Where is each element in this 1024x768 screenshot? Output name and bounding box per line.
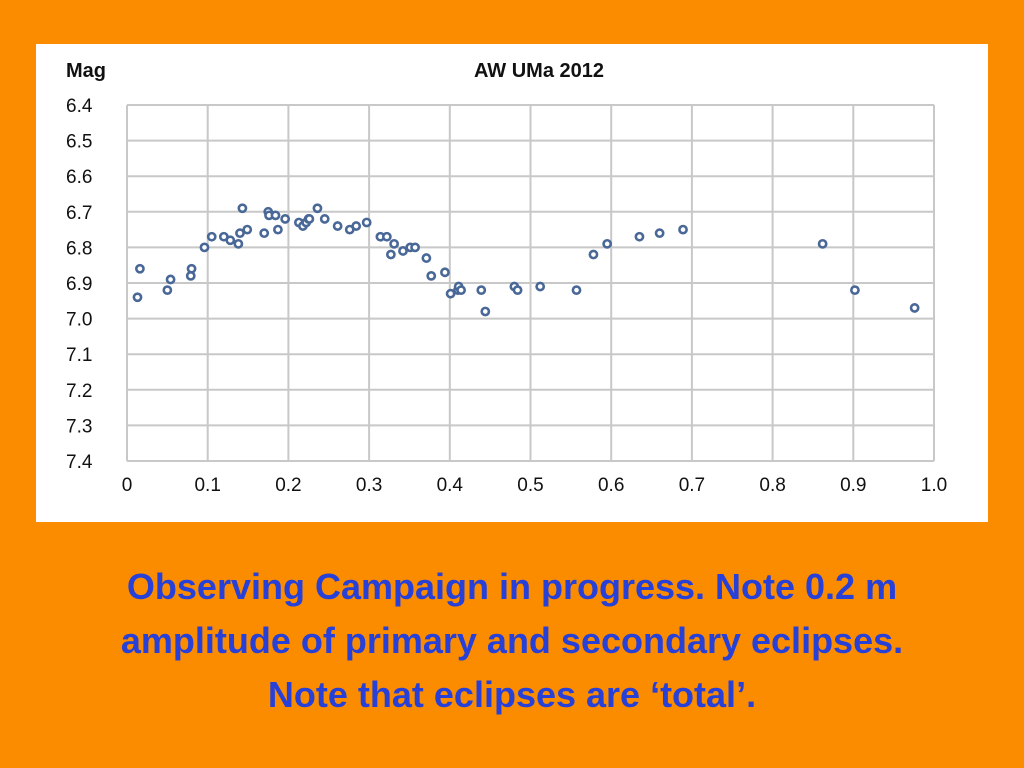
data-point: [850, 285, 860, 296]
y-tick-label: 7.0: [66, 310, 92, 331]
x-tick-label: 1.0: [921, 475, 947, 496]
data-point: [909, 303, 920, 313]
data-point: [233, 238, 244, 249]
caption-line-2: amplitude of primary and secondary eclip…: [120, 620, 904, 661]
data-point: [480, 306, 491, 317]
data-point: [304, 214, 315, 224]
scatter-chart: 6.4 6.5 6.6 6.7 6.8 6.9 7.0 7.1 7.2 7.3 7.4 0 0.1 0.…: [66, 60, 948, 496]
data-point: [389, 238, 400, 249]
data-point: [385, 249, 396, 260]
data-point: [512, 285, 523, 296]
data-point: [634, 231, 645, 242]
chart-panel: 6.4 6.5 6.6 6.7 6.8 6.9 7.0 7.1 7.2 7.3 7.4 0 0.1 0.…: [36, 44, 988, 522]
data-point: [206, 231, 217, 242]
data-point: [351, 221, 362, 231]
data-point: [270, 210, 281, 221]
data-point: [421, 253, 432, 263]
data-point: [319, 214, 330, 224]
caption-line-3: Note that eclipses are ‘total’.: [267, 674, 757, 715]
data-point: [817, 238, 828, 249]
y-tick-label: 7.2: [66, 381, 92, 402]
caption-line-1: Observing Campaign in progress. Note 0.2…: [126, 566, 898, 607]
data-point: [456, 285, 466, 296]
data-point: [273, 224, 283, 235]
y-tick-label: 6.5: [66, 132, 92, 153]
data-point: [588, 249, 599, 260]
data-point: [235, 228, 245, 239]
x-tick-label: 0.6: [598, 475, 624, 496]
x-tick-label: 0.3: [356, 475, 382, 496]
data-point: [398, 246, 408, 256]
x-tick-label: 0.8: [759, 475, 785, 496]
y-tick-label: 6.9: [66, 274, 92, 295]
data-point: [237, 203, 248, 214]
chart-title: AW UMa 2012: [474, 60, 604, 82]
caption-text: Observing Campaign in progress. Note 0.2…: [20, 560, 1004, 722]
data-point: [602, 238, 613, 249]
data-point: [678, 224, 688, 235]
grid: [126, 104, 935, 462]
data-point: [135, 263, 145, 274]
y-tick-label: 7.4: [66, 452, 93, 473]
y-tick-label: 6.4: [66, 96, 93, 117]
x-tick-label: 0.4: [437, 475, 464, 496]
data-point: [332, 221, 343, 231]
data-point: [312, 203, 323, 214]
x-tick-label: 0.2: [275, 475, 301, 496]
data-point: [242, 224, 253, 235]
y-tick-label: 7.1: [66, 345, 92, 366]
data-point: [410, 242, 420, 253]
data-point: [426, 270, 437, 281]
data-point: [186, 263, 197, 274]
data-point: [440, 267, 450, 278]
data-point: [199, 242, 210, 253]
data-point: [535, 281, 546, 292]
data-point: [381, 231, 392, 242]
y-tick-label: 7.3: [66, 416, 92, 437]
data-point: [654, 228, 665, 239]
x-axis-ticks: 0 0.1 0.2 0.3 0.4 0.5 0.6 0.7 0.8 0.9 1.0: [122, 475, 948, 496]
x-tick-label: 0.9: [840, 475, 866, 496]
x-tick-label: 0: [122, 475, 133, 496]
y-axis-label: Mag: [66, 60, 106, 82]
y-tick-label: 6.7: [66, 203, 92, 224]
data-point: [476, 285, 487, 296]
data-point: [225, 235, 236, 246]
data-point: [259, 228, 270, 239]
data-point: [571, 285, 582, 296]
data-point: [361, 217, 372, 228]
data-point: [165, 274, 176, 285]
y-axis-ticks: 6.4 6.5 6.6 6.7 6.8 6.9 7.0 7.1 7.2 7.3 7.4: [66, 96, 93, 473]
x-tick-label: 0.7: [679, 475, 705, 496]
y-tick-label: 6.8: [66, 238, 92, 259]
data-point: [280, 214, 291, 224]
x-tick-label: 0.5: [517, 475, 543, 496]
y-tick-label: 6.6: [66, 167, 92, 188]
data-point: [162, 285, 173, 296]
data-point: [445, 288, 456, 299]
data-points: [132, 203, 920, 317]
data-point: [132, 292, 143, 303]
x-tick-label: 0.1: [194, 475, 220, 496]
